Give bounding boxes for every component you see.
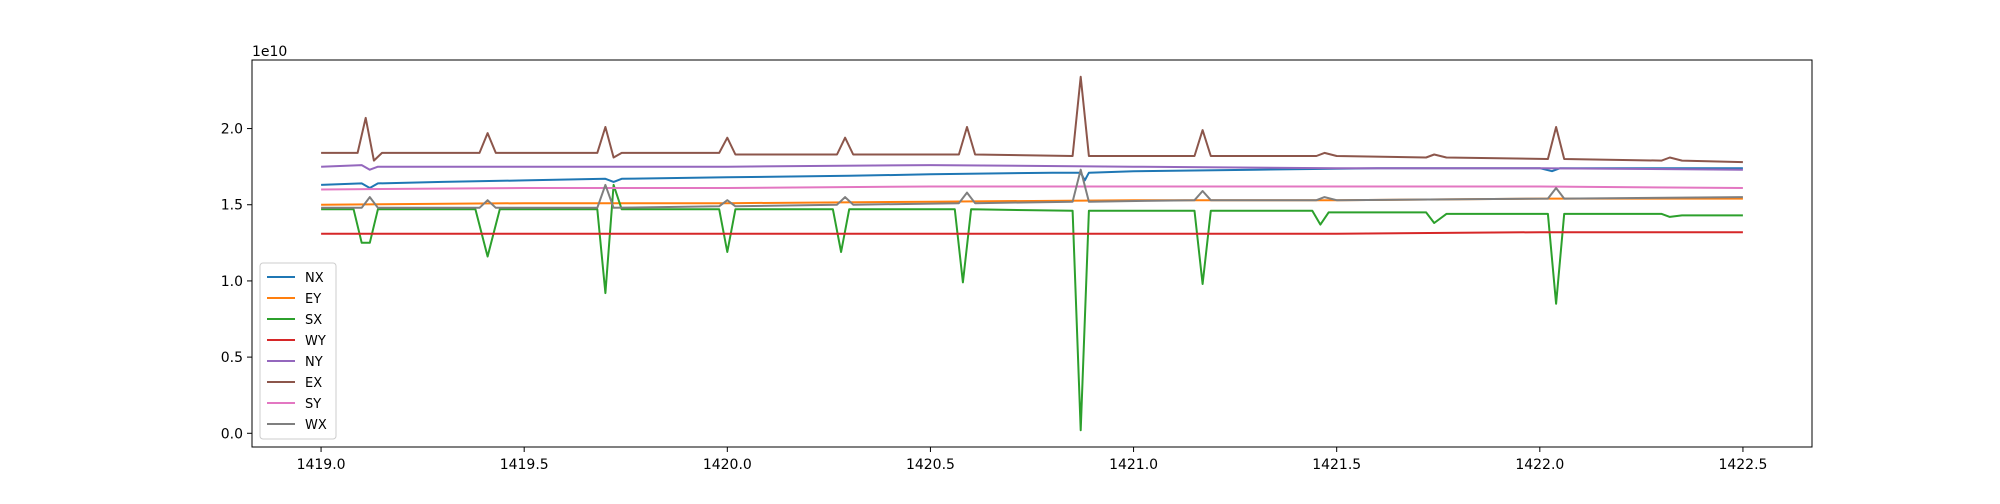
- x-tick-label: 1419.0: [297, 457, 346, 473]
- legend-label-wy: WY: [305, 334, 326, 349]
- legend-label-nx: NX: [305, 271, 324, 286]
- series-line-wx: [321, 168, 1743, 209]
- legend-label-ey: EY: [305, 292, 321, 307]
- legend-label-ny: NY: [305, 355, 323, 370]
- y-tick-label: 1.0: [221, 274, 243, 290]
- legend-box: [259, 262, 337, 440]
- x-tick-label: 1420.0: [703, 457, 752, 473]
- series-line-ex: [321, 75, 1743, 164]
- y-tick-label: 0.5: [221, 350, 243, 366]
- legend-label-sx: SX: [305, 313, 322, 328]
- legend-label-sy: SY: [305, 397, 321, 412]
- y-tick-label: 1.5: [221, 198, 243, 214]
- plot-area: 1419.0 1419.5 1420.0 1420.5 1421.0 1421.5 1422…: [221, 59, 1813, 473]
- series-line-ny: [321, 164, 1743, 171]
- y-offset-text: 1e10: [252, 44, 287, 60]
- series-line-wy: [321, 231, 1743, 235]
- x-tick-label: 1421.5: [1312, 457, 1361, 473]
- legend-label-wx: WX: [305, 418, 327, 433]
- series-line-sy: [321, 185, 1743, 191]
- x-tick-label: 1419.5: [500, 457, 549, 473]
- y-tick-label: 0.0: [221, 426, 243, 442]
- x-tick-label: 1420.5: [906, 457, 955, 473]
- axes-frame: [251, 59, 1813, 448]
- legend-label-ex: EX: [305, 376, 322, 391]
- x-tick-label: 1422.0: [1515, 457, 1564, 473]
- y-tick-label: 2.0: [221, 122, 243, 138]
- x-tick-label: 1422.5: [1718, 457, 1767, 473]
- x-tick-label: 1421.0: [1109, 457, 1158, 473]
